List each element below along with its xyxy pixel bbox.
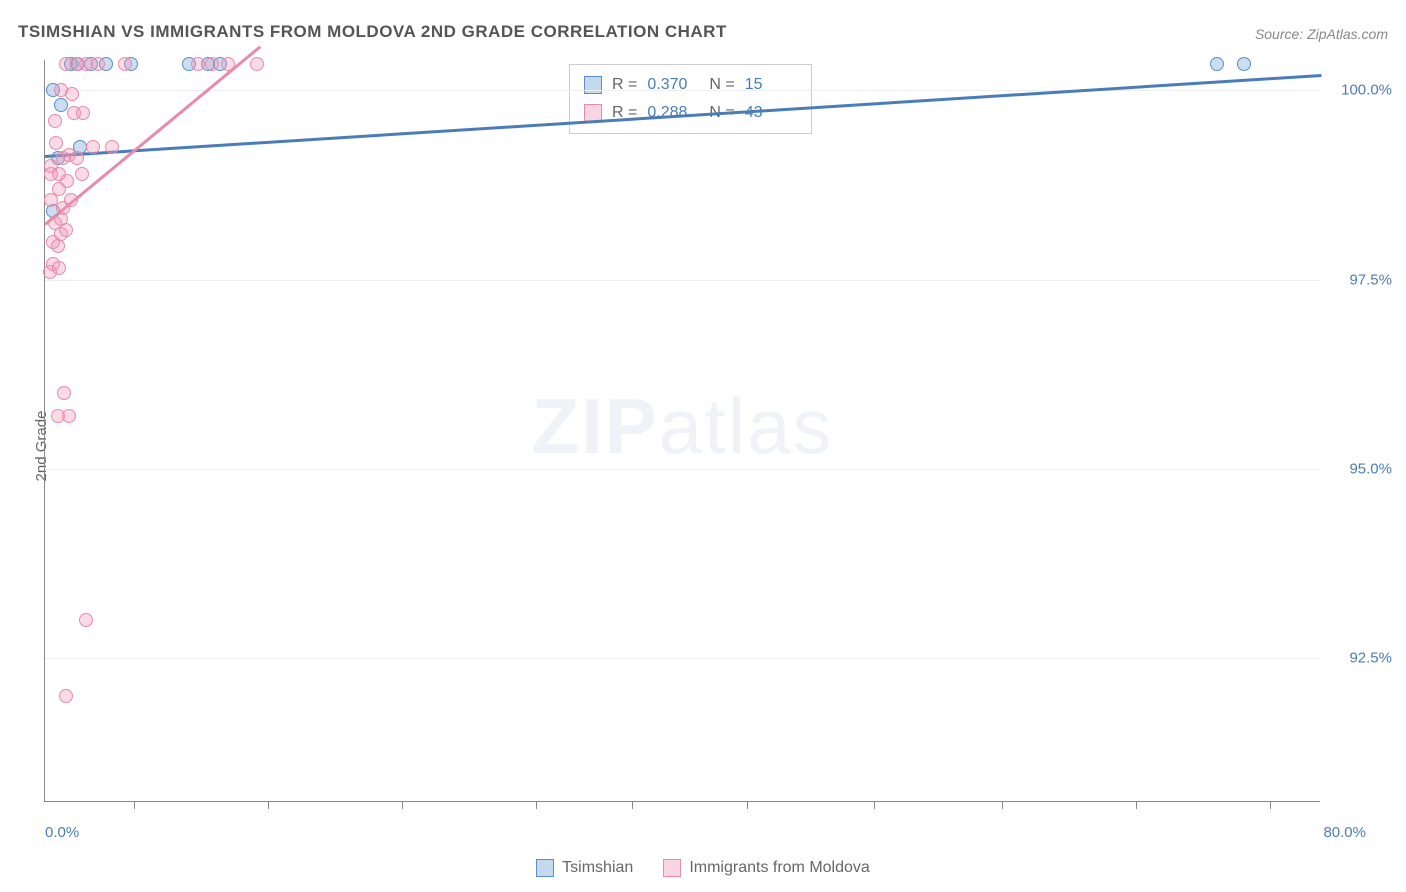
y-tick-label: 92.5% <box>1349 650 1392 667</box>
x-tick-label-max: 80.0% <box>1323 824 1366 841</box>
gridline-h <box>45 90 1320 91</box>
scatter-point <box>57 386 71 400</box>
y-tick-label: 100.0% <box>1341 82 1392 99</box>
x-tick <box>632 801 633 809</box>
x-tick <box>402 801 403 809</box>
scatter-point <box>1210 57 1224 71</box>
x-tick <box>1136 801 1137 809</box>
legend-item: Immigrants from Moldova <box>663 859 870 877</box>
scatter-point <box>75 167 89 181</box>
chart-title: TSIMSHIAN VS IMMIGRANTS FROM MOLDOVA 2ND… <box>18 22 727 42</box>
watermark: ZIPatlas <box>531 380 833 471</box>
scatter-point <box>79 613 93 627</box>
stats-box: R =0.370N =15R =0.288N =43 <box>569 64 812 134</box>
bottom-legend: Tsimshian Immigrants from Moldova <box>0 859 1406 877</box>
scatter-point <box>59 689 73 703</box>
scatter-point <box>65 87 79 101</box>
scatter-point <box>52 167 66 181</box>
scatter-point <box>76 106 90 120</box>
x-tick <box>1002 801 1003 809</box>
scatter-point <box>49 136 63 150</box>
scatter-point <box>64 193 78 207</box>
plot-area: ZIPatlas R =0.370N =15R =0.288N =43 100.… <box>44 60 1320 802</box>
legend-item: Tsimshian <box>536 859 633 877</box>
x-tick <box>134 801 135 809</box>
scatter-point <box>70 151 84 165</box>
stat-r-label: R = <box>612 99 637 127</box>
x-tick <box>268 801 269 809</box>
y-tick-label: 97.5% <box>1349 271 1392 288</box>
stat-n-value: 15 <box>745 71 797 99</box>
x-tick <box>1270 801 1271 809</box>
x-tick-label-min: 0.0% <box>45 824 79 841</box>
source-attribution: Source: ZipAtlas.com <box>1255 26 1388 42</box>
scatter-point <box>62 409 76 423</box>
stat-n-value: 43 <box>745 99 797 127</box>
legend-swatch <box>663 859 681 877</box>
gridline-h <box>45 469 1320 470</box>
scatter-point <box>221 57 235 71</box>
scatter-point <box>54 98 68 112</box>
x-tick <box>874 801 875 809</box>
legend-swatch <box>584 76 602 94</box>
scatter-point <box>86 140 100 154</box>
scatter-point <box>52 261 66 275</box>
gridline-h <box>45 280 1320 281</box>
stats-row: R = 0.370 N = 15 <box>584 71 797 99</box>
scatter-point <box>118 57 132 71</box>
scatter-point <box>105 140 119 154</box>
legend-label: Tsimshian <box>562 859 633 877</box>
y-tick-label: 95.0% <box>1349 460 1392 477</box>
scatter-point <box>191 57 205 71</box>
scatter-point <box>205 57 219 71</box>
x-tick <box>536 801 537 809</box>
stat-n-label: N = <box>709 71 734 99</box>
gridline-h <box>45 658 1320 659</box>
scatter-point <box>250 57 264 71</box>
scatter-point <box>48 114 62 128</box>
scatter-point <box>59 223 73 237</box>
scatter-point <box>91 57 105 71</box>
stat-r-value: 0.370 <box>647 71 699 99</box>
legend-swatch <box>536 859 554 877</box>
legend-label: Immigrants from Moldova <box>689 859 870 877</box>
x-tick <box>747 801 748 809</box>
stat-r-label: R = <box>612 71 637 99</box>
scatter-point <box>1237 57 1251 71</box>
